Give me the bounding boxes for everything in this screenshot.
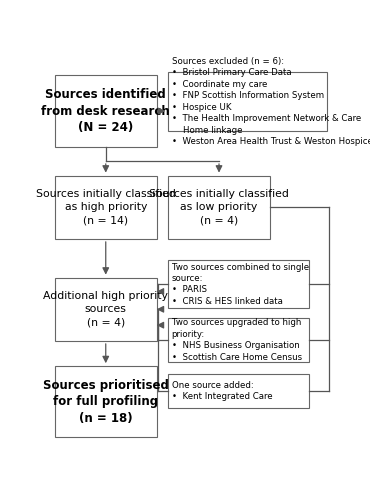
FancyBboxPatch shape: [55, 366, 157, 438]
FancyBboxPatch shape: [168, 260, 309, 308]
FancyBboxPatch shape: [168, 176, 270, 239]
Text: Sources initially classified
as low priority
(n = 4): Sources initially classified as low prio…: [149, 190, 289, 225]
Text: Sources excluded (n = 6):
•  Bristol Primary Care Data
•  Coordinate my care
•  : Sources excluded (n = 6): • Bristol Prim…: [172, 57, 370, 146]
Text: One source added:
•  Kent Integrated Care: One source added: • Kent Integrated Care: [172, 381, 272, 402]
Text: Sources identified
from desk research
(N = 24): Sources identified from desk research (N…: [41, 88, 170, 134]
FancyBboxPatch shape: [55, 76, 157, 146]
Text: Additional high priority
sources
(n = 4): Additional high priority sources (n = 4): [43, 292, 168, 327]
FancyBboxPatch shape: [168, 374, 309, 408]
FancyBboxPatch shape: [168, 72, 327, 131]
FancyBboxPatch shape: [55, 176, 157, 239]
FancyBboxPatch shape: [168, 318, 309, 362]
Text: Sources prioritised
for full profiling
(n = 18): Sources prioritised for full profiling (…: [43, 378, 169, 424]
FancyBboxPatch shape: [55, 278, 157, 341]
Text: Sources initially classified
as high priority
(n = 14): Sources initially classified as high pri…: [36, 190, 176, 225]
Text: Two sources upgraded to high
priority:
•  NHS Business Organisation
•  Scottish : Two sources upgraded to high priority: •…: [172, 318, 302, 362]
Text: Two sources combined to single
source:
•  PARIS
•  CRIS & HES linked data: Two sources combined to single source: •…: [172, 262, 309, 306]
